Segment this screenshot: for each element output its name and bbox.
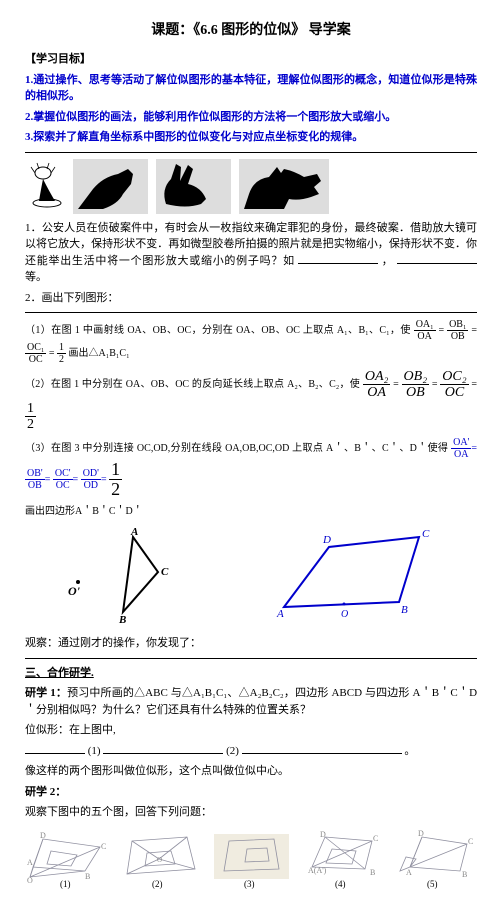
triangle-diagram: A C B O'	[63, 527, 193, 627]
fig-1: O D C B A (1)	[25, 829, 110, 889]
svg-text:(2): (2)	[152, 879, 163, 889]
label-1: (1)	[88, 745, 101, 757]
svg-text:(4): (4)	[335, 879, 346, 889]
divider-3	[25, 658, 477, 659]
svg-text:A: A	[276, 608, 284, 620]
research-1: 研学 1：预习中所画的△ABC 与△A₁B₁C₁、△A₂B₂C₂，四边形 ABC…	[25, 685, 477, 718]
shadow-rabbit-icon	[156, 159, 231, 214]
frac-13: 12	[109, 460, 122, 501]
quadrilateral-diagram: A D C B O	[269, 527, 439, 627]
frac-11: OC'OC	[53, 468, 73, 491]
svg-text:D: D	[40, 831, 46, 840]
blank-r2[interactable]	[103, 743, 223, 754]
q1-end: 等。	[25, 271, 47, 283]
fig-2: O (2)	[117, 829, 202, 889]
question-2-header: 2．画出下列图形：	[25, 290, 477, 307]
research-2: 研学 2：	[25, 784, 477, 801]
objective-3: 3.探索并了解直角坐标系中图形的位似变化与对应点坐标变化的规律。	[25, 129, 477, 146]
task-1: （1）在图 1 中画射线 OA、OB、OC，分别在 OA、OB、OC 上取点 A…	[25, 319, 477, 365]
shadow-hand-icon	[73, 159, 148, 214]
blank-r1[interactable]	[25, 743, 85, 754]
frac-3: OC₁OC	[25, 342, 46, 365]
svg-text:C: C	[161, 566, 169, 578]
research1-line1: 位似形：在上图中,	[25, 722, 477, 739]
frac-4: 12	[57, 342, 66, 365]
svg-text:(3): (3)	[244, 879, 255, 889]
objective-2: 2.掌握位似图形的画法，能够利用作位似图形的方法将一个图形放大或缩小。	[25, 109, 477, 126]
research1-line2: 像这样的两个图形叫做位似形，这个点叫做位似中心。	[25, 763, 477, 780]
research2-text: 观察下图中的五个图，回答下列问题：	[25, 804, 477, 821]
fig-5: A B C D (5)	[392, 829, 477, 889]
svg-text:B: B	[370, 868, 375, 877]
fig-3: (3)	[209, 829, 294, 889]
svg-text:O: O	[157, 856, 162, 864]
svg-text:O: O	[341, 609, 348, 620]
divider	[25, 152, 477, 153]
task-2: （2）在图 1 中分别在 OA、OB、OC 的反向延长线上取点 A₂、B₂、C₂…	[25, 369, 477, 433]
svg-text:C: C	[422, 528, 430, 540]
shadow-puppet-row	[25, 159, 477, 214]
period: 。	[404, 745, 415, 757]
fig-4: A(A') B C D (4)	[300, 829, 385, 889]
divider-2	[25, 312, 477, 313]
question-1: 1．公安人员在侦破案件中，有时会从一枚指纹来确定罪犯的身份，最终破案．借助放大镜…	[25, 220, 477, 286]
research1-label: 研学 1：	[25, 687, 67, 699]
frac-5: OA₂OA	[363, 369, 391, 401]
frac-7: OC₂OC	[440, 369, 468, 401]
svg-text:B: B	[85, 872, 90, 881]
svg-text:A: A	[130, 527, 138, 538]
frac-2: OB₁OB	[447, 319, 468, 342]
svg-text:C: C	[101, 842, 106, 851]
svg-text:C: C	[373, 834, 378, 843]
svg-text:O': O'	[68, 584, 81, 598]
lamp-icon	[25, 161, 65, 211]
svg-text:D: D	[322, 534, 331, 546]
page-title: 课题：《6.6 图形的位似》 导学案	[25, 20, 477, 41]
svg-text:A: A	[27, 858, 33, 867]
frac-1: OA₁OA	[414, 319, 436, 342]
task-3-suffix: 画出四边形A＇B＇C＇D＇	[25, 504, 477, 519]
section-3-header: 三、合作研学.	[25, 665, 477, 682]
objective-1: 1.通过操作、思考等活动了解位似图形的基本特征，理解位似图形的概念，知道位似形是…	[25, 72, 477, 105]
research2-label: 研学 2：	[25, 786, 66, 798]
task2-prefix: （2）在图 1 中分别在 OA、OB、OC 的反向延长线上取点 A₂、B₂、C₂…	[25, 379, 360, 390]
diagram-row: A C B O' A D C B O	[25, 527, 477, 627]
objectives-header: 【学习目标】	[25, 51, 477, 68]
task-3: （3）在图 3 中分别连接 OC,OD,分别在线段 OA,OB,OC,OD 上取…	[25, 437, 477, 501]
frac-8: 12	[25, 401, 36, 433]
research1-blanks: (1) (2) 。	[25, 743, 477, 760]
task1-suffix: 画出△A₁B₁C₁	[69, 348, 130, 359]
svg-text:A: A	[406, 868, 412, 877]
task1-prefix: （1）在图 1 中画射线 OA、OB、OC，分别在 OA、OB、OC 上取点 A…	[25, 325, 411, 336]
task3-prefix: （3）在图 3 中分别连接 OC,OD,分别在线段 OA,OB,OC,OD 上取…	[25, 442, 448, 453]
svg-text:(1): (1)	[60, 879, 71, 889]
svg-text:B: B	[118, 614, 126, 626]
label-2: (2)	[226, 745, 239, 757]
frac-12: OD'OD	[81, 468, 101, 491]
blank-r3[interactable]	[242, 743, 402, 754]
frac-10: OB'OB	[25, 468, 45, 491]
svg-text:A(A'): A(A')	[308, 866, 327, 875]
blank-2[interactable]	[397, 253, 477, 264]
svg-text:(5): (5)	[427, 879, 438, 889]
frac-9: OA'OA	[451, 437, 471, 460]
shadow-dog-icon	[239, 159, 329, 214]
research1-text: 预习中所画的△ABC 与△A₁B₁C₁、△A₂B₂C₂，四边形 ABCD 与四边…	[25, 687, 477, 716]
svg-text:B: B	[462, 870, 467, 879]
blank-1[interactable]	[298, 253, 378, 264]
bottom-figures: O D C B A (1) O (2) (3) A(A') B C	[25, 829, 477, 889]
q1-comma: ，	[382, 255, 394, 267]
frac-6: OB₂OB	[402, 369, 430, 401]
svg-text:O: O	[27, 876, 33, 885]
svg-text:C: C	[468, 837, 473, 846]
svg-text:B: B	[401, 604, 408, 616]
svg-text:D: D	[320, 830, 326, 839]
observe-text: 观察：通过刚才的操作，你发现了：	[25, 635, 477, 652]
svg-text:D: D	[418, 829, 424, 838]
